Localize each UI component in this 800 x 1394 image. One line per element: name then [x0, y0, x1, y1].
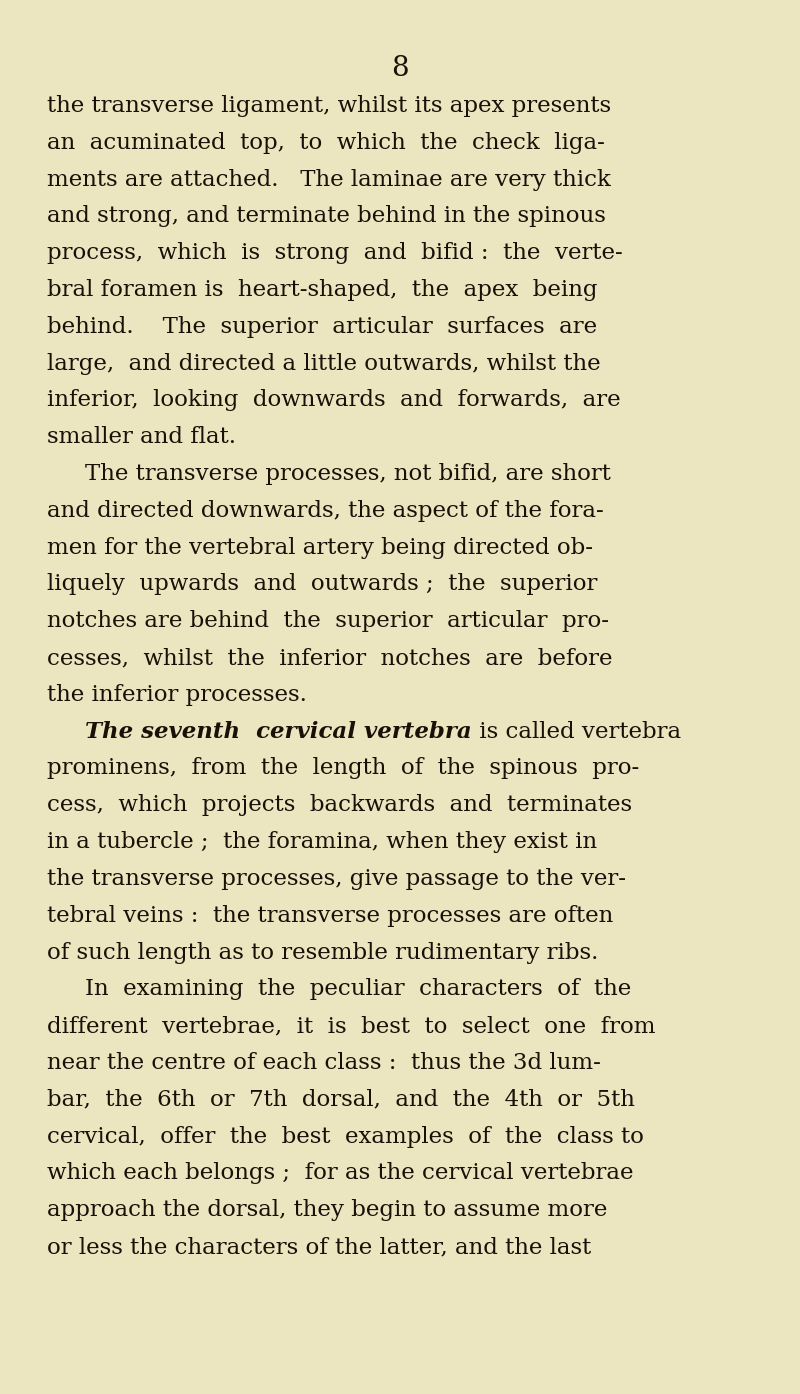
- Text: cesses,  whilst  the  inferior  notches  are  before: cesses, whilst the inferior notches are …: [47, 647, 613, 669]
- Text: or less the characters of the latter, and the last: or less the characters of the latter, an…: [47, 1236, 591, 1257]
- Text: inferior,  looking  downwards  and  forwards,  are: inferior, looking downwards and forwards…: [47, 389, 621, 411]
- Text: bral foramen is  heart-shaped,  the  apex  being: bral foramen is heart-shaped, the apex b…: [47, 279, 598, 301]
- Text: is called vertebra: is called vertebra: [472, 721, 681, 743]
- Text: approach the dorsal, they begin to assume more: approach the dorsal, they begin to assum…: [47, 1199, 607, 1221]
- Text: smaller and flat.: smaller and flat.: [47, 427, 236, 449]
- Text: liquely  upwards  and  outwards ;  the  superior: liquely upwards and outwards ; the super…: [47, 573, 598, 595]
- Text: in a tubercle ;  the foramina, when they exist in: in a tubercle ; the foramina, when they …: [47, 831, 597, 853]
- Text: which each belongs ;  for as the cervical vertebrae: which each belongs ; for as the cervical…: [47, 1163, 634, 1185]
- Text: of such length as to resemble rudimentary ribs.: of such length as to resemble rudimentar…: [47, 941, 598, 963]
- Text: near the centre of each class :  thus the 3d lum-: near the centre of each class : thus the…: [47, 1052, 601, 1073]
- Text: 8: 8: [391, 54, 409, 82]
- Text: process,  which  is  strong  and  bifid :  the  verte-: process, which is strong and bifid : the…: [47, 243, 622, 265]
- Text: cervical,  offer  the  best  examples  of  the  class to: cervical, offer the best examples of the…: [47, 1125, 644, 1147]
- Text: different  vertebrae,  it  is  best  to  select  one  from: different vertebrae, it is best to selec…: [47, 1015, 655, 1037]
- Text: and strong, and terminate behind in the spinous: and strong, and terminate behind in the …: [47, 205, 606, 227]
- Text: an  acuminated  top,  to  which  the  check  liga-: an acuminated top, to which the check li…: [47, 132, 605, 153]
- Text: the inferior processes.: the inferior processes.: [47, 684, 307, 705]
- Text: men for the vertebral artery being directed ob-: men for the vertebral artery being direc…: [47, 537, 593, 559]
- Text: In  examining  the  peculiar  characters  of  the: In examining the peculiar characters of …: [85, 979, 631, 1001]
- Text: large,  and directed a little outwards, whilst the: large, and directed a little outwards, w…: [47, 353, 601, 375]
- Text: and directed downwards, the aspect of the fora-: and directed downwards, the aspect of th…: [47, 500, 604, 521]
- Text: The transverse processes, not bifid, are short: The transverse processes, not bifid, are…: [85, 463, 611, 485]
- Text: behind.    The  superior  articular  surfaces  are: behind. The superior articular surfaces …: [47, 316, 597, 337]
- Text: the transverse ligament, whilst its apex presents: the transverse ligament, whilst its apex…: [47, 95, 611, 117]
- Text: prominens,  from  the  length  of  the  spinous  pro-: prominens, from the length of the spinou…: [47, 757, 639, 779]
- Text: tebral veins :  the transverse processes are often: tebral veins : the transverse processes …: [47, 905, 614, 927]
- Text: the transverse processes, give passage to the ver-: the transverse processes, give passage t…: [47, 868, 626, 889]
- Text: ments are attached.   The laminae are very thick: ments are attached. The laminae are very…: [47, 169, 611, 191]
- Text: bar,  the  6th  or  7th  dorsal,  and  the  4th  or  5th: bar, the 6th or 7th dorsal, and the 4th …: [47, 1089, 635, 1111]
- Text: cess,  which  projects  backwards  and  terminates: cess, which projects backwards and termi…: [47, 795, 632, 817]
- Text: The seventh  cervical vertebra: The seventh cervical vertebra: [85, 721, 472, 743]
- Text: notches are behind  the  superior  articular  pro-: notches are behind the superior articula…: [47, 611, 609, 633]
